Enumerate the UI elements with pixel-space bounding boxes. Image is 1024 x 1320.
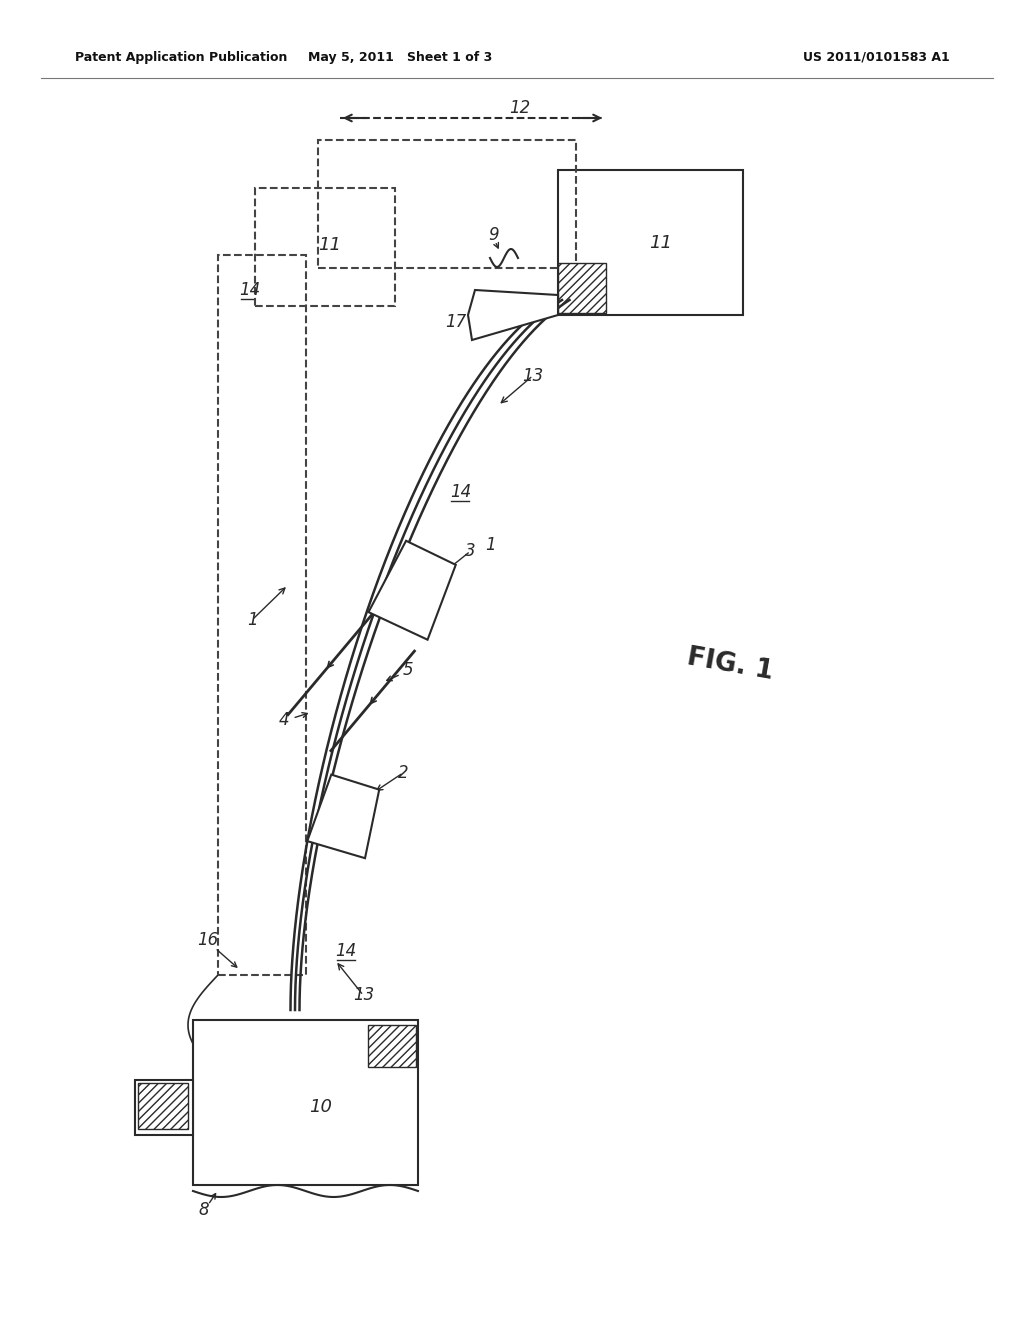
Text: 16: 16 (198, 931, 219, 949)
Text: 2: 2 (398, 764, 409, 781)
Text: 10: 10 (309, 1098, 332, 1117)
Bar (558, 263, 606, 313)
Text: FIG. 1: FIG. 1 (685, 644, 775, 685)
Text: 14: 14 (335, 942, 356, 961)
Text: 11: 11 (318, 236, 341, 253)
Bar (318, 140, 575, 268)
Polygon shape (468, 290, 558, 341)
Text: 1: 1 (484, 536, 496, 554)
Text: 9: 9 (488, 226, 500, 244)
Text: 8: 8 (199, 1201, 209, 1218)
Bar (138, 1082, 188, 1129)
Bar (255, 187, 395, 306)
Text: 14: 14 (240, 281, 261, 300)
Text: Patent Application Publication: Patent Application Publication (75, 50, 288, 63)
Text: 14: 14 (450, 483, 471, 500)
Polygon shape (369, 541, 456, 640)
Bar (558, 170, 743, 315)
Text: May 5, 2011   Sheet 1 of 3: May 5, 2011 Sheet 1 of 3 (308, 50, 493, 63)
Text: 13: 13 (522, 367, 544, 384)
Bar (218, 255, 306, 975)
Text: 3: 3 (465, 543, 476, 560)
Bar (135, 1080, 193, 1135)
Text: 12: 12 (509, 99, 530, 117)
Polygon shape (307, 775, 379, 858)
Text: 1: 1 (247, 611, 257, 630)
Bar (193, 1020, 418, 1185)
Text: US 2011/0101583 A1: US 2011/0101583 A1 (803, 50, 950, 63)
Text: 11: 11 (649, 234, 672, 252)
Text: 13: 13 (353, 986, 374, 1005)
Bar (368, 1026, 416, 1067)
Text: 4: 4 (280, 711, 290, 729)
Text: 17: 17 (445, 313, 467, 331)
Text: 5: 5 (402, 661, 413, 680)
